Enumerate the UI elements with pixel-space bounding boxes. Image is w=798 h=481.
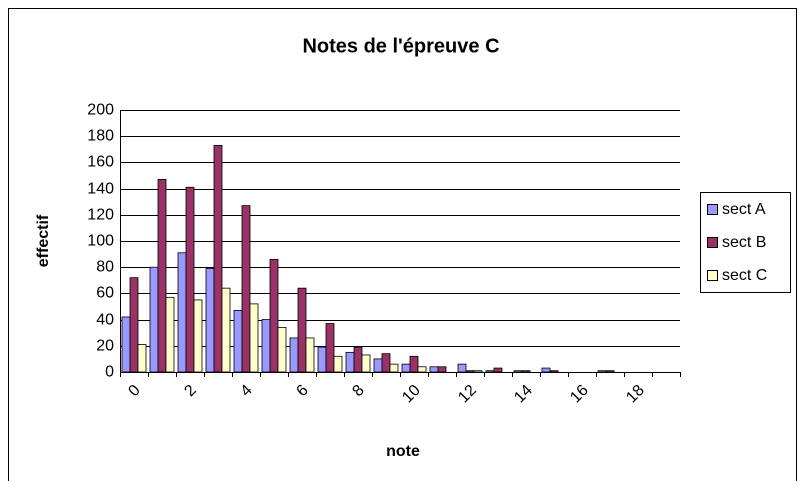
y-tick-label: 60 — [96, 285, 114, 302]
bar — [437, 366, 447, 373]
bar — [193, 299, 203, 373]
bar — [137, 344, 147, 373]
bar — [277, 327, 287, 373]
bar — [473, 370, 483, 373]
bar — [373, 358, 383, 373]
bar — [465, 370, 475, 373]
y-tick-label: 40 — [96, 312, 114, 329]
bar — [605, 370, 615, 373]
bar — [185, 186, 195, 373]
bar — [549, 370, 559, 373]
legend-swatch — [707, 270, 718, 281]
x-axis-label: note — [386, 443, 420, 460]
bar — [381, 353, 391, 373]
legend-label: sect B — [722, 234, 766, 251]
legend-swatch — [707, 237, 718, 248]
bar — [457, 363, 467, 373]
y-tick-label: 160 — [87, 154, 114, 171]
legend-swatch — [707, 204, 718, 215]
bar — [521, 370, 531, 373]
bar — [513, 370, 523, 373]
bar — [485, 370, 495, 373]
y-tick-label: 80 — [96, 259, 114, 276]
y-tick-label: 100 — [87, 233, 114, 250]
bar — [261, 319, 271, 373]
bar — [401, 363, 411, 373]
bar — [177, 252, 187, 373]
bar — [541, 367, 551, 373]
legend-label: sect C — [722, 267, 767, 284]
bar — [149, 266, 159, 373]
bar — [333, 355, 343, 373]
bar — [233, 310, 243, 373]
bar — [165, 296, 175, 373]
bar — [121, 316, 131, 373]
bar — [269, 258, 279, 373]
bar — [305, 337, 315, 373]
y-tick-label: 200 — [87, 102, 114, 119]
bar — [241, 205, 251, 373]
bar — [345, 351, 355, 373]
bar — [157, 179, 167, 373]
bar — [409, 355, 419, 373]
y-axis-label: effectif — [35, 214, 52, 267]
y-tick-label: 140 — [87, 181, 114, 198]
bar — [417, 366, 427, 373]
bar — [221, 287, 231, 373]
y-tick-label: 20 — [96, 338, 114, 355]
bar — [325, 323, 335, 373]
bar — [129, 277, 139, 373]
bar — [597, 370, 607, 373]
bar — [249, 303, 259, 373]
bar — [361, 354, 371, 373]
y-tick-label: 0 — [105, 364, 114, 381]
y-tick-label: 120 — [87, 207, 114, 224]
y-tick-label: 180 — [87, 128, 114, 145]
legend-label: sect A — [722, 201, 766, 218]
bar — [289, 337, 299, 373]
bar — [317, 346, 327, 373]
bar — [389, 363, 399, 373]
bar — [429, 366, 439, 373]
chart-title: Notes de l'épreuve C — [302, 35, 499, 57]
chart-frame — [8, 8, 797, 481]
bar — [493, 367, 503, 373]
bar — [297, 287, 307, 373]
bar — [205, 268, 215, 373]
bar — [353, 346, 363, 373]
bar — [213, 144, 223, 373]
